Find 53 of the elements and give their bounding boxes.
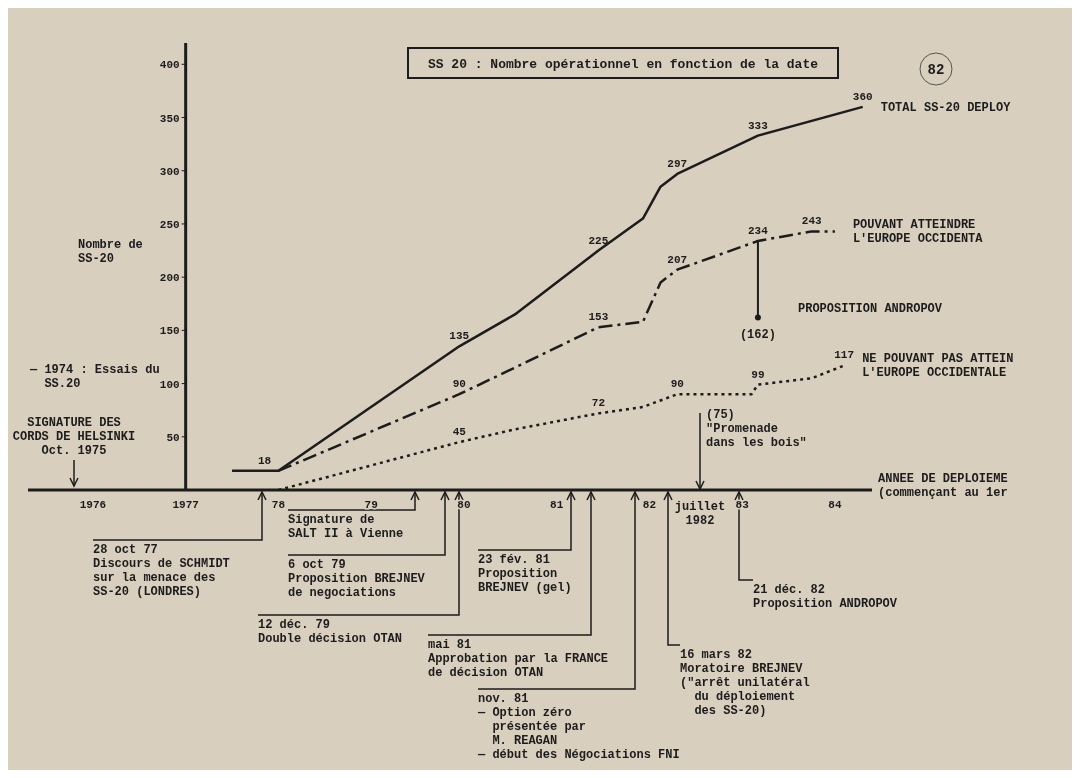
annotation: PROPOSITION ANDROPOV bbox=[798, 302, 943, 316]
data-label: 243 bbox=[801, 215, 823, 228]
y-tick-label: 300 bbox=[159, 165, 180, 178]
series-label: POUVANT ATTEINDRE L'EUROPE OCCIDENTA bbox=[852, 218, 984, 247]
data-label: 333 bbox=[748, 119, 769, 132]
data-label: 153 bbox=[588, 311, 609, 324]
annotation: (75) "Promenade dans les bois" bbox=[706, 408, 807, 450]
data-label: 135 bbox=[449, 330, 470, 343]
y-tick-label: 400 bbox=[159, 59, 180, 72]
text: mai 81 Approbation par la FRANCE de décision OTAN bbox=[428, 638, 609, 680]
data-label: 207 bbox=[667, 253, 688, 266]
data-label: 90 bbox=[670, 378, 684, 391]
x-axis-title: ANNEE DE DEPLOIEME (commençant au 1er bbox=[878, 472, 1008, 500]
data-label: 90 bbox=[452, 378, 466, 391]
text: Signature de SALT II à Vienne bbox=[288, 513, 404, 541]
x-tick-label: 1977 bbox=[172, 499, 199, 511]
text: 28 oct 77 Discours de SCHMIDT sur la menace des SS-20 (LONDRES) bbox=[93, 543, 230, 599]
data-label: 117 bbox=[834, 349, 855, 362]
y-tick-label: 250 bbox=[159, 218, 180, 231]
text: nov. 81 — Option zéro présentée par M. REAGAN — début des Négociations FNI bbox=[477, 692, 680, 762]
annotation: — 1974 : Essais du SS.20 bbox=[29, 363, 160, 391]
data-label: 297 bbox=[667, 157, 688, 170]
x-tick-label: 79 bbox=[364, 499, 378, 511]
y-tick-label: 100 bbox=[159, 378, 180, 391]
x-tick-label: 82 bbox=[642, 499, 657, 511]
text: 21 déc. 82 Proposition ANDROPOV bbox=[753, 583, 898, 611]
data-label: 18 bbox=[257, 454, 272, 467]
x-tick-label: 78 bbox=[271, 499, 286, 511]
y-tick-label: 50 bbox=[166, 431, 180, 444]
text: SS 20 : Nombre opérationnel en fonction de la date bbox=[427, 57, 819, 72]
text: juillet 1982 bbox=[674, 500, 726, 528]
text: 16 mars 82 Moratoire BREJNEV ("arrêt unilatéral du déploiement des SS-20) bbox=[680, 648, 810, 718]
data-label: 99 bbox=[751, 368, 765, 381]
series-label: TOTAL SS-20 DEPLOY bbox=[880, 100, 1012, 115]
data-label: 234 bbox=[748, 224, 769, 237]
series-label: NE POUVANT PAS ATTEIN L'EUROPE OCCIDENTALE bbox=[862, 352, 1014, 381]
text: 12 déc. 79 Double décision OTAN bbox=[258, 618, 403, 646]
annotation: SIGNATURE DES CORDS DE HELSINKI Oct. 1975 bbox=[12, 416, 136, 458]
data-label: 360 bbox=[852, 90, 873, 103]
data-label: 45 bbox=[452, 426, 467, 439]
data-label: 72 bbox=[591, 397, 605, 410]
x-tick-label: 81 bbox=[550, 499, 564, 511]
data-label: 225 bbox=[588, 234, 609, 247]
y-tick-label: 350 bbox=[159, 112, 180, 125]
x-tick-label: 1976 bbox=[79, 499, 107, 511]
data-label: (162) bbox=[739, 327, 776, 342]
y-axis-title: Nombre de SS-20 bbox=[78, 238, 143, 266]
text: 82 bbox=[927, 62, 945, 78]
text: 6 oct 79 Proposition BREJNEV de negociations bbox=[288, 558, 426, 600]
text: 23 fév. 81 Proposition BREJNEV (gel) bbox=[478, 553, 572, 595]
y-tick-label: 150 bbox=[159, 325, 180, 338]
y-tick-label: 200 bbox=[159, 272, 180, 285]
x-tick-label: 84 bbox=[828, 499, 842, 511]
